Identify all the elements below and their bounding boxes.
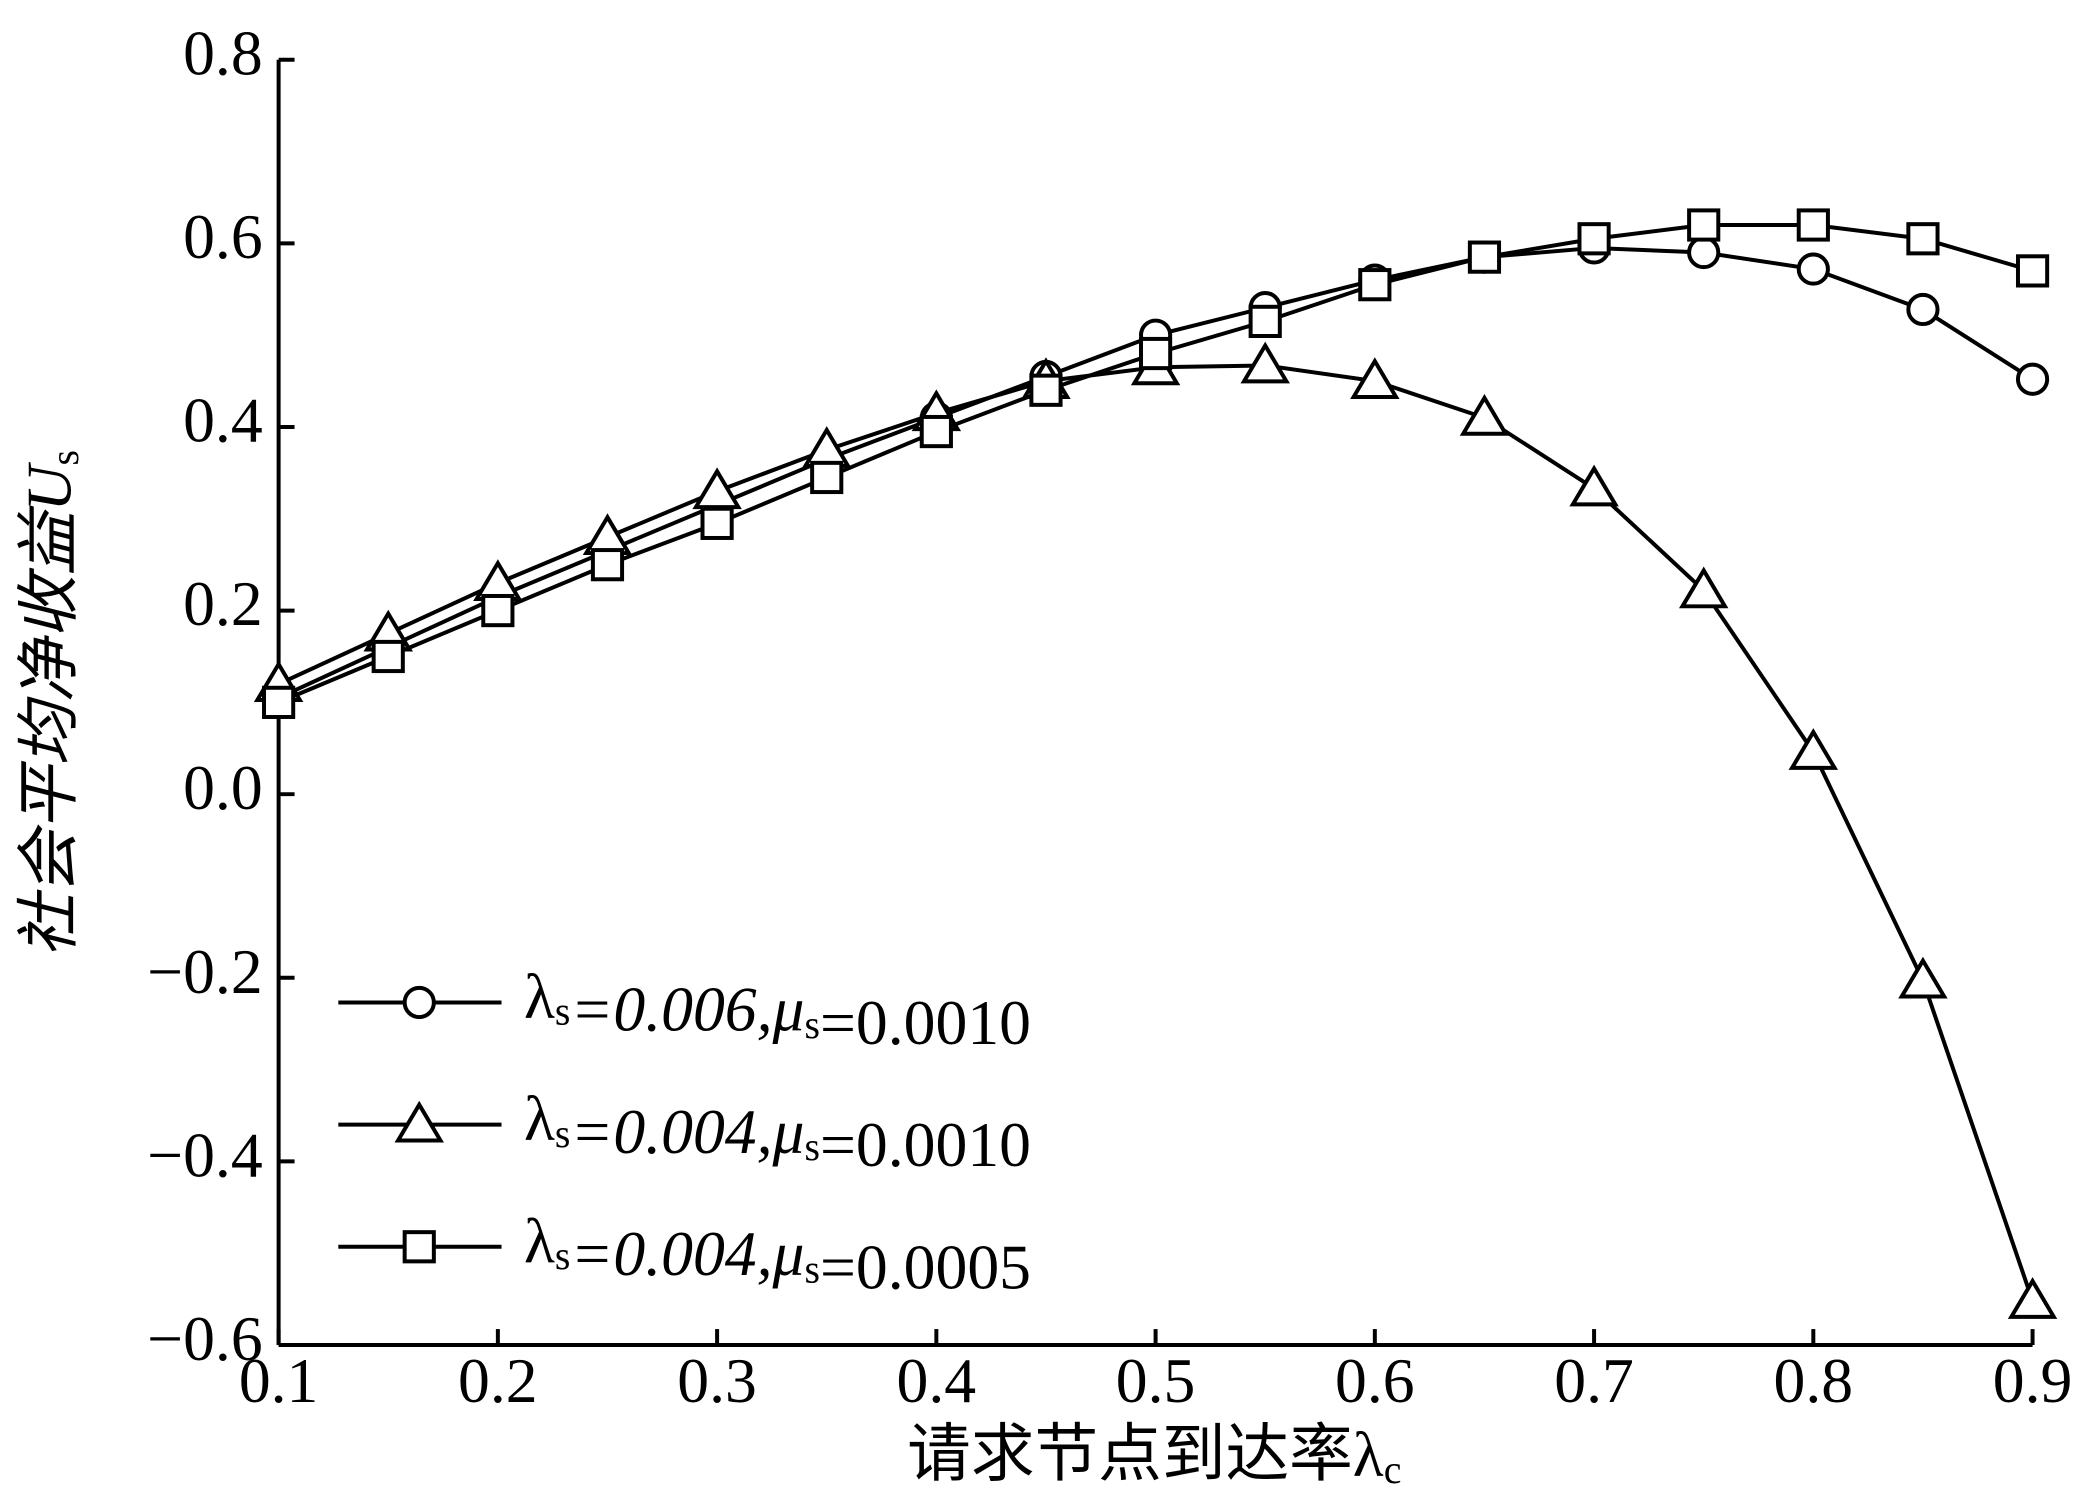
x-tick-label: 0.3 — [677, 1345, 757, 1416]
data-point — [2015, 362, 2050, 396]
data-point — [1906, 292, 1940, 327]
legend-label: λs=0.004,μs=0.0005 — [524, 1204, 1031, 1302]
x-tick-label: 0.9 — [1993, 1345, 2073, 1416]
series-line — [277, 223, 2034, 705]
y-tick-label: −0.6 — [147, 1303, 262, 1374]
data-point — [1248, 304, 1282, 338]
legend-label: λs=0.004,μs=0.0010 — [524, 1082, 1031, 1180]
x-tick-label: 0.5 — [1116, 1345, 1196, 1416]
data-point — [1467, 240, 1502, 274]
data-point — [692, 467, 742, 510]
data-point — [262, 685, 296, 719]
legend-label: λs=0.006,μs=0.0010 — [524, 960, 1031, 1058]
data-point — [481, 593, 515, 628]
x-tick-label: 0.6 — [1335, 1345, 1415, 1416]
data-point — [1687, 235, 1721, 270]
y-tick-label: 0.4 — [183, 385, 263, 456]
data-point — [2007, 1277, 2058, 1319]
y-tick-label: 0.6 — [183, 201, 263, 272]
data-point — [1577, 222, 1611, 256]
data-point — [1459, 393, 1510, 436]
data-point — [1796, 208, 1830, 242]
data-point — [1240, 341, 1290, 384]
data-point — [1898, 956, 1948, 999]
legend-marker — [394, 1100, 444, 1143]
data-point — [1678, 566, 1729, 609]
x-axis-title: 请求节点到达率λc — [907, 1418, 1401, 1492]
x-tick-label: 0.2 — [458, 1345, 538, 1416]
data-point — [1788, 728, 1839, 770]
series-line — [277, 245, 2034, 700]
data-point — [590, 548, 625, 582]
x-tick-label: 0.4 — [897, 1345, 977, 1416]
y-tick-label: 0.8 — [183, 17, 263, 88]
data-point — [1687, 208, 1721, 242]
data-point — [802, 426, 852, 468]
x-tick-label: 0.8 — [1774, 1345, 1854, 1416]
data-point — [1029, 373, 1063, 407]
data-point — [1358, 268, 1392, 302]
data-point — [473, 559, 523, 601]
y-axis-title: 社会平均净收益Us — [13, 450, 87, 958]
data-point — [1350, 357, 1400, 399]
legend-marker — [402, 985, 436, 1020]
x-tick-label: 0.7 — [1554, 1345, 1634, 1416]
data-point — [700, 506, 734, 540]
y-tick-label: −0.4 — [147, 1119, 262, 1190]
data-point — [1906, 222, 1940, 256]
y-tick-label: −0.2 — [147, 935, 262, 1006]
data-point — [1569, 464, 1619, 507]
series-line — [277, 363, 2035, 1302]
data-point — [2015, 254, 2050, 288]
data-point — [810, 460, 844, 495]
data-point — [1796, 252, 1830, 286]
x-tick-label: 0.1 — [239, 1345, 319, 1416]
y-tick-label: 0.2 — [183, 568, 263, 639]
legend-marker — [402, 1230, 436, 1264]
data-point — [1139, 336, 1173, 371]
data-point — [919, 414, 953, 449]
data-point — [371, 639, 405, 674]
y-tick-label: 0.0 — [183, 752, 263, 823]
data-point — [582, 513, 633, 556]
